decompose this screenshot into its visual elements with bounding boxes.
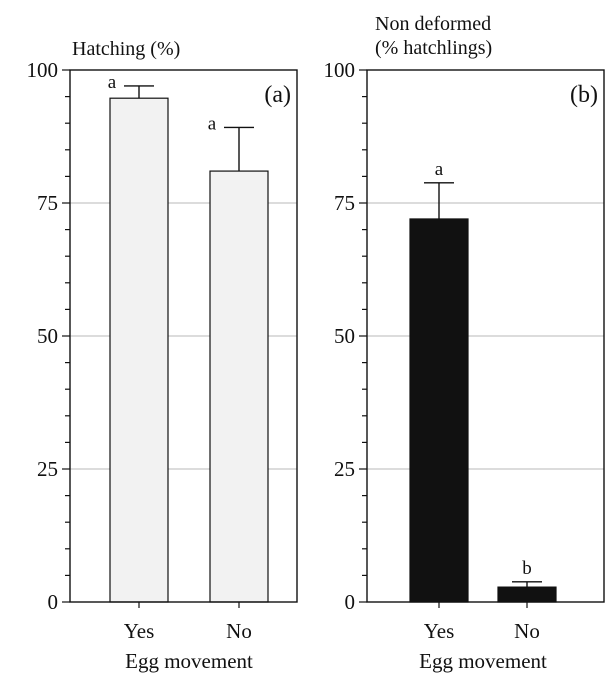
y-tick-label: 25	[334, 457, 355, 481]
panel-label: (b)	[570, 82, 598, 108]
category-label: No	[514, 619, 540, 643]
panel-a: a Yes a No 0 25 50 75 100 Hatching (%) (a) Egg move…	[27, 38, 298, 673]
y-axis-label: (% hatchlings)	[375, 37, 492, 59]
y-tick-label: 75	[37, 191, 58, 215]
panel-b: a Yes b No 0 25 50 75 100 Non deformed(% hatchlin…	[324, 13, 605, 673]
category-label: Yes	[124, 619, 155, 643]
y-axis-label: Hatching (%)	[72, 38, 180, 60]
y-tick-label: 0	[48, 590, 59, 614]
significance-label: a	[435, 159, 444, 180]
x-axis-label: Egg movement	[125, 649, 253, 673]
panel-label: (a)	[264, 82, 291, 108]
significance-label: a	[108, 72, 117, 93]
y-tick-label: 0	[345, 590, 356, 614]
bar-no	[209, 170, 269, 603]
y-tick-label: 50	[334, 324, 355, 348]
y-tick-label: 75	[334, 191, 355, 215]
significance-label: b	[522, 558, 532, 579]
x-axis-label: Egg movement	[419, 649, 547, 673]
y-tick-label: 25	[37, 457, 58, 481]
y-tick-label: 100	[27, 58, 59, 82]
y-tick-label: 50	[37, 324, 58, 348]
bar-no	[497, 586, 557, 603]
y-axis-label: Non deformed	[375, 13, 491, 35]
category-label: Yes	[424, 619, 455, 643]
y-tick-label: 100	[324, 58, 356, 82]
significance-label: a	[208, 113, 217, 134]
bar-yes	[409, 218, 469, 603]
category-label: No	[226, 619, 252, 643]
bar-yes	[109, 97, 169, 603]
